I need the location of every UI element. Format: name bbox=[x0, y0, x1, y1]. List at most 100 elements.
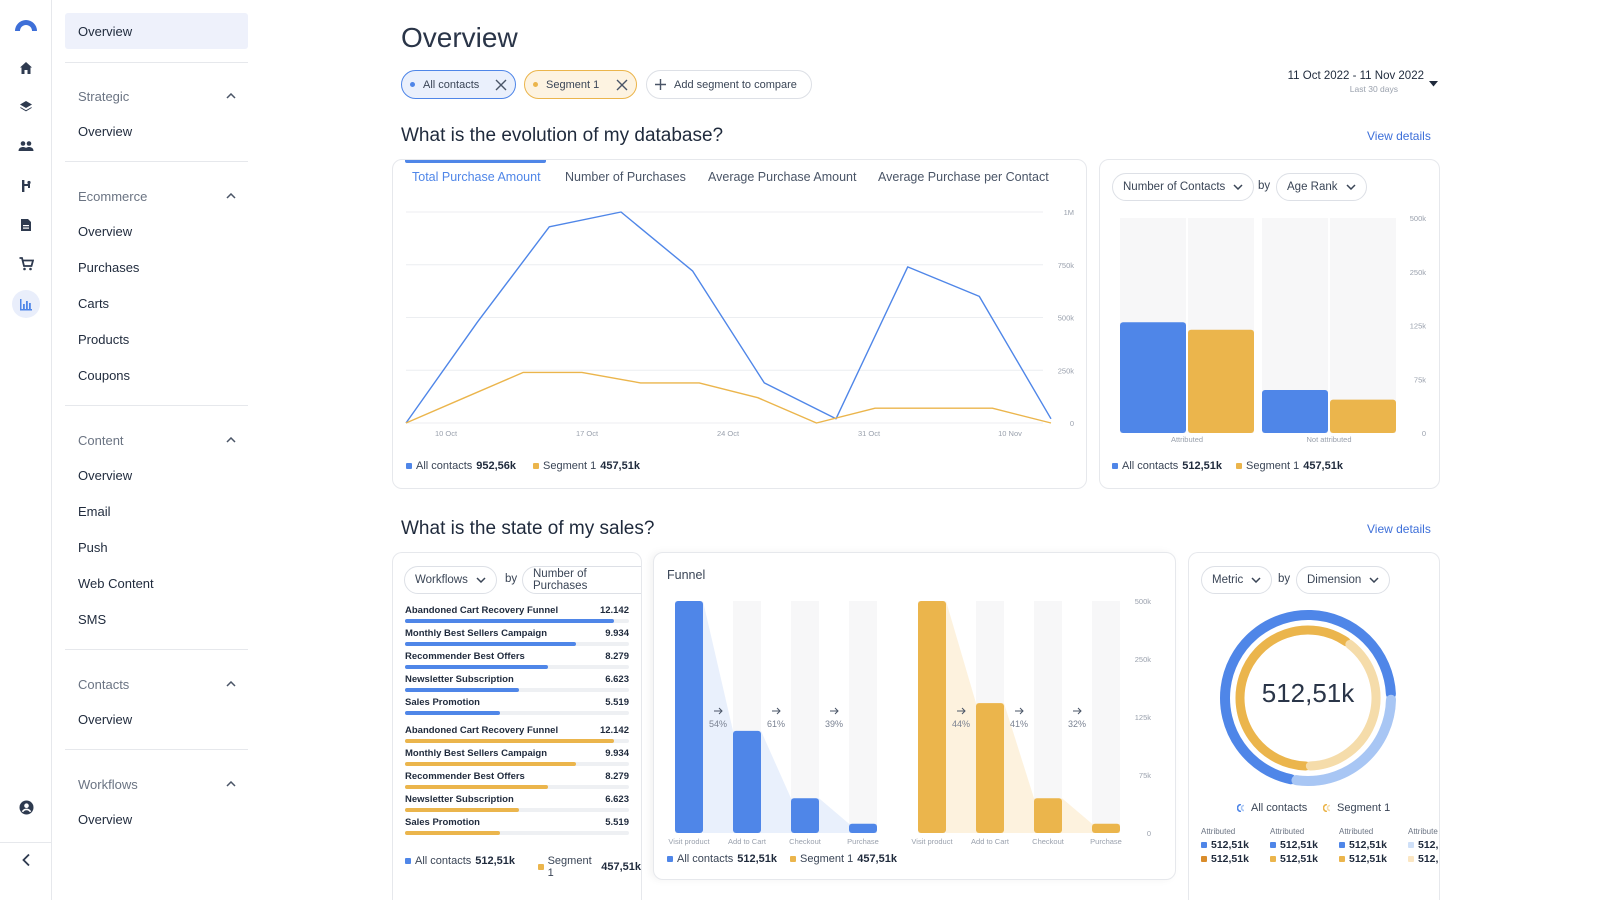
dot-icon bbox=[533, 82, 538, 87]
chip-all-contacts[interactable]: All contacts bbox=[401, 70, 516, 99]
bar-legend-all: All contacts 512,51k bbox=[1112, 460, 1222, 472]
sidebar-item-web-content[interactable]: Web Content bbox=[78, 575, 154, 591]
tab-number-of-purchases[interactable]: Number of Purchases bbox=[565, 170, 686, 184]
home-icon[interactable] bbox=[12, 54, 40, 82]
document-icon[interactable] bbox=[12, 211, 40, 239]
add-segment-button[interactable]: Add segment to compare bbox=[646, 70, 812, 99]
legend-swatch-gold bbox=[1236, 463, 1242, 469]
sidebar-section-workflows[interactable]: Workflows bbox=[65, 766, 248, 802]
bar-fill-all-contacts bbox=[405, 688, 520, 692]
bar-legend-segment: Segment 1 457,51k bbox=[1236, 460, 1343, 472]
donut-slice-segment-1 bbox=[1305, 639, 1381, 771]
sidebar-item-contacts-overview[interactable]: Overview bbox=[78, 711, 133, 727]
funnel-bar-segment-1 bbox=[1092, 823, 1120, 833]
sidebar-item-workflows-overview[interactable]: Overview bbox=[78, 811, 133, 827]
people-icon[interactable] bbox=[12, 132, 40, 160]
purchases-metric-dropdown[interactable]: Number of Purchases bbox=[522, 566, 641, 594]
breakdown-label: Attributed bbox=[1201, 827, 1236, 836]
cart-icon[interactable] bbox=[12, 250, 40, 278]
workflow-value: 12.142 bbox=[599, 725, 629, 736]
y-tick-label: 500k bbox=[1058, 314, 1075, 323]
legend-label: All contacts bbox=[1122, 460, 1179, 472]
layers-icon[interactable] bbox=[12, 93, 40, 121]
sidebar-item-ecommerce-overview[interactable]: Overview bbox=[78, 223, 133, 239]
sidebar-item-content-overview[interactable]: Overview bbox=[78, 467, 133, 483]
legend-swatch bbox=[1201, 842, 1207, 848]
legend-label: Segment 1 bbox=[800, 853, 854, 865]
bar-background bbox=[1034, 601, 1062, 833]
workflows-dropdown[interactable]: Workflows bbox=[404, 566, 497, 594]
breakdown-value-row: 512,51k bbox=[1201, 839, 1249, 851]
legend-swatch bbox=[1339, 856, 1345, 862]
divider bbox=[65, 405, 248, 406]
dimension-dropdown[interactable]: Dimension bbox=[1296, 566, 1391, 594]
branch-icon[interactable] bbox=[12, 172, 40, 200]
funnel-card: Funnel 500k 250k 125k 75k 0 Visit product Add … bbox=[653, 552, 1176, 880]
sidebar-item-push[interactable]: Push bbox=[78, 539, 108, 555]
sidebar-item-carts[interactable]: Carts bbox=[78, 295, 110, 311]
view-details-link[interactable]: View details bbox=[1367, 129, 1431, 143]
x-tick-label: 31 Oct bbox=[858, 429, 881, 438]
chevron-left-icon[interactable] bbox=[12, 846, 40, 874]
legend-value: 457,51k bbox=[600, 460, 640, 472]
bar-fill-segment-1 bbox=[405, 785, 548, 789]
workflow-name: Abandoned Cart Recovery Funnel bbox=[405, 725, 559, 736]
sidebar-section-contacts[interactable]: Contacts bbox=[65, 666, 248, 702]
chart-icon[interactable] bbox=[12, 290, 40, 318]
tab-total-purchase-amount[interactable]: Total Purchase Amount bbox=[412, 170, 541, 184]
tab-average-purchase-amount[interactable]: Average Purchase Amount bbox=[708, 170, 857, 184]
legend-label: Segment 1 bbox=[547, 855, 592, 879]
y-tick-label: 0 bbox=[1070, 419, 1074, 428]
legend-swatch bbox=[1408, 856, 1414, 862]
funnel-title: Funnel bbox=[667, 568, 706, 582]
chip-segment-1[interactable]: Segment 1 bbox=[524, 70, 637, 99]
donut-legend-all: All contacts bbox=[1237, 802, 1307, 814]
bar-background bbox=[791, 601, 819, 833]
sidebar-section-ecommerce[interactable]: Ecommerce bbox=[65, 178, 248, 214]
metric-dropdown[interactable]: Metric bbox=[1201, 566, 1273, 594]
series-line-segment-1 bbox=[405, 371, 1052, 424]
sidebar-item-sms[interactable]: SMS bbox=[78, 611, 107, 627]
sidebar-item-overview[interactable]: Overview bbox=[65, 13, 248, 49]
section-title-sales: What is the state of my sales? bbox=[401, 518, 655, 539]
y-tick-label: 1M bbox=[1064, 208, 1074, 217]
sidebar-item-strategic-overview[interactable]: Overview bbox=[78, 123, 133, 139]
view-details-link[interactable]: View details bbox=[1367, 522, 1431, 536]
sidebar-item-coupons[interactable]: Coupons bbox=[78, 367, 131, 383]
breakdown-value: 512,51k bbox=[1349, 839, 1387, 851]
dropdown-label: Metric bbox=[1212, 574, 1244, 586]
icon-rail bbox=[0, 0, 52, 900]
tab-average-purchase-per-contact[interactable]: Average Purchase per Contact bbox=[878, 170, 1049, 184]
legend-swatch bbox=[1201, 856, 1207, 862]
legend-value: 457,51k bbox=[857, 853, 897, 865]
y-tick-label: 0 bbox=[1147, 829, 1151, 838]
workflow-value: 9.934 bbox=[605, 628, 629, 639]
dimension-dropdown[interactable]: Age Rank bbox=[1276, 173, 1367, 201]
y-tick-label: 75k bbox=[1414, 375, 1426, 384]
date-range-picker[interactable]: 11 Oct 2022 - 11 Nov 2022 Last 30 days bbox=[1266, 70, 1438, 94]
donut-slice-all-contacts bbox=[1220, 610, 1396, 785]
by-label: by bbox=[1278, 573, 1291, 585]
bar-all-contacts bbox=[1262, 390, 1328, 433]
breakdown-label: Attributed bbox=[1270, 827, 1305, 836]
sidebar-item-purchases[interactable]: Purchases bbox=[78, 259, 140, 275]
breakdown-value-row: 512, bbox=[1408, 853, 1438, 865]
donut-legend-segment: Segment 1 bbox=[1323, 802, 1390, 814]
workflow-value: 8.279 bbox=[605, 651, 629, 662]
sidebar-item-email[interactable]: Email bbox=[78, 503, 111, 519]
sidebar-section-strategic[interactable]: Strategic bbox=[65, 78, 248, 114]
legend-value: 512,51k bbox=[1182, 460, 1223, 472]
funnel-bar-segment-1 bbox=[918, 601, 946, 833]
chevron-down-icon bbox=[1369, 577, 1379, 583]
metric-dropdown[interactable]: Number of Contacts bbox=[1112, 173, 1255, 201]
user-circle-icon[interactable] bbox=[12, 793, 40, 821]
divider bbox=[65, 749, 248, 750]
brand-logo-icon[interactable] bbox=[12, 10, 40, 38]
workflow-name: Newsletter Subscription bbox=[405, 794, 514, 805]
chevron-up-icon bbox=[226, 781, 236, 787]
x-tick-label: Purchase bbox=[1090, 837, 1122, 846]
sidebar-section-content[interactable]: Content bbox=[65, 422, 248, 458]
dropdown-label: Workflows bbox=[415, 574, 468, 586]
sidebar-item-products[interactable]: Products bbox=[78, 331, 130, 347]
funnel-bar-all-contacts bbox=[791, 798, 819, 833]
